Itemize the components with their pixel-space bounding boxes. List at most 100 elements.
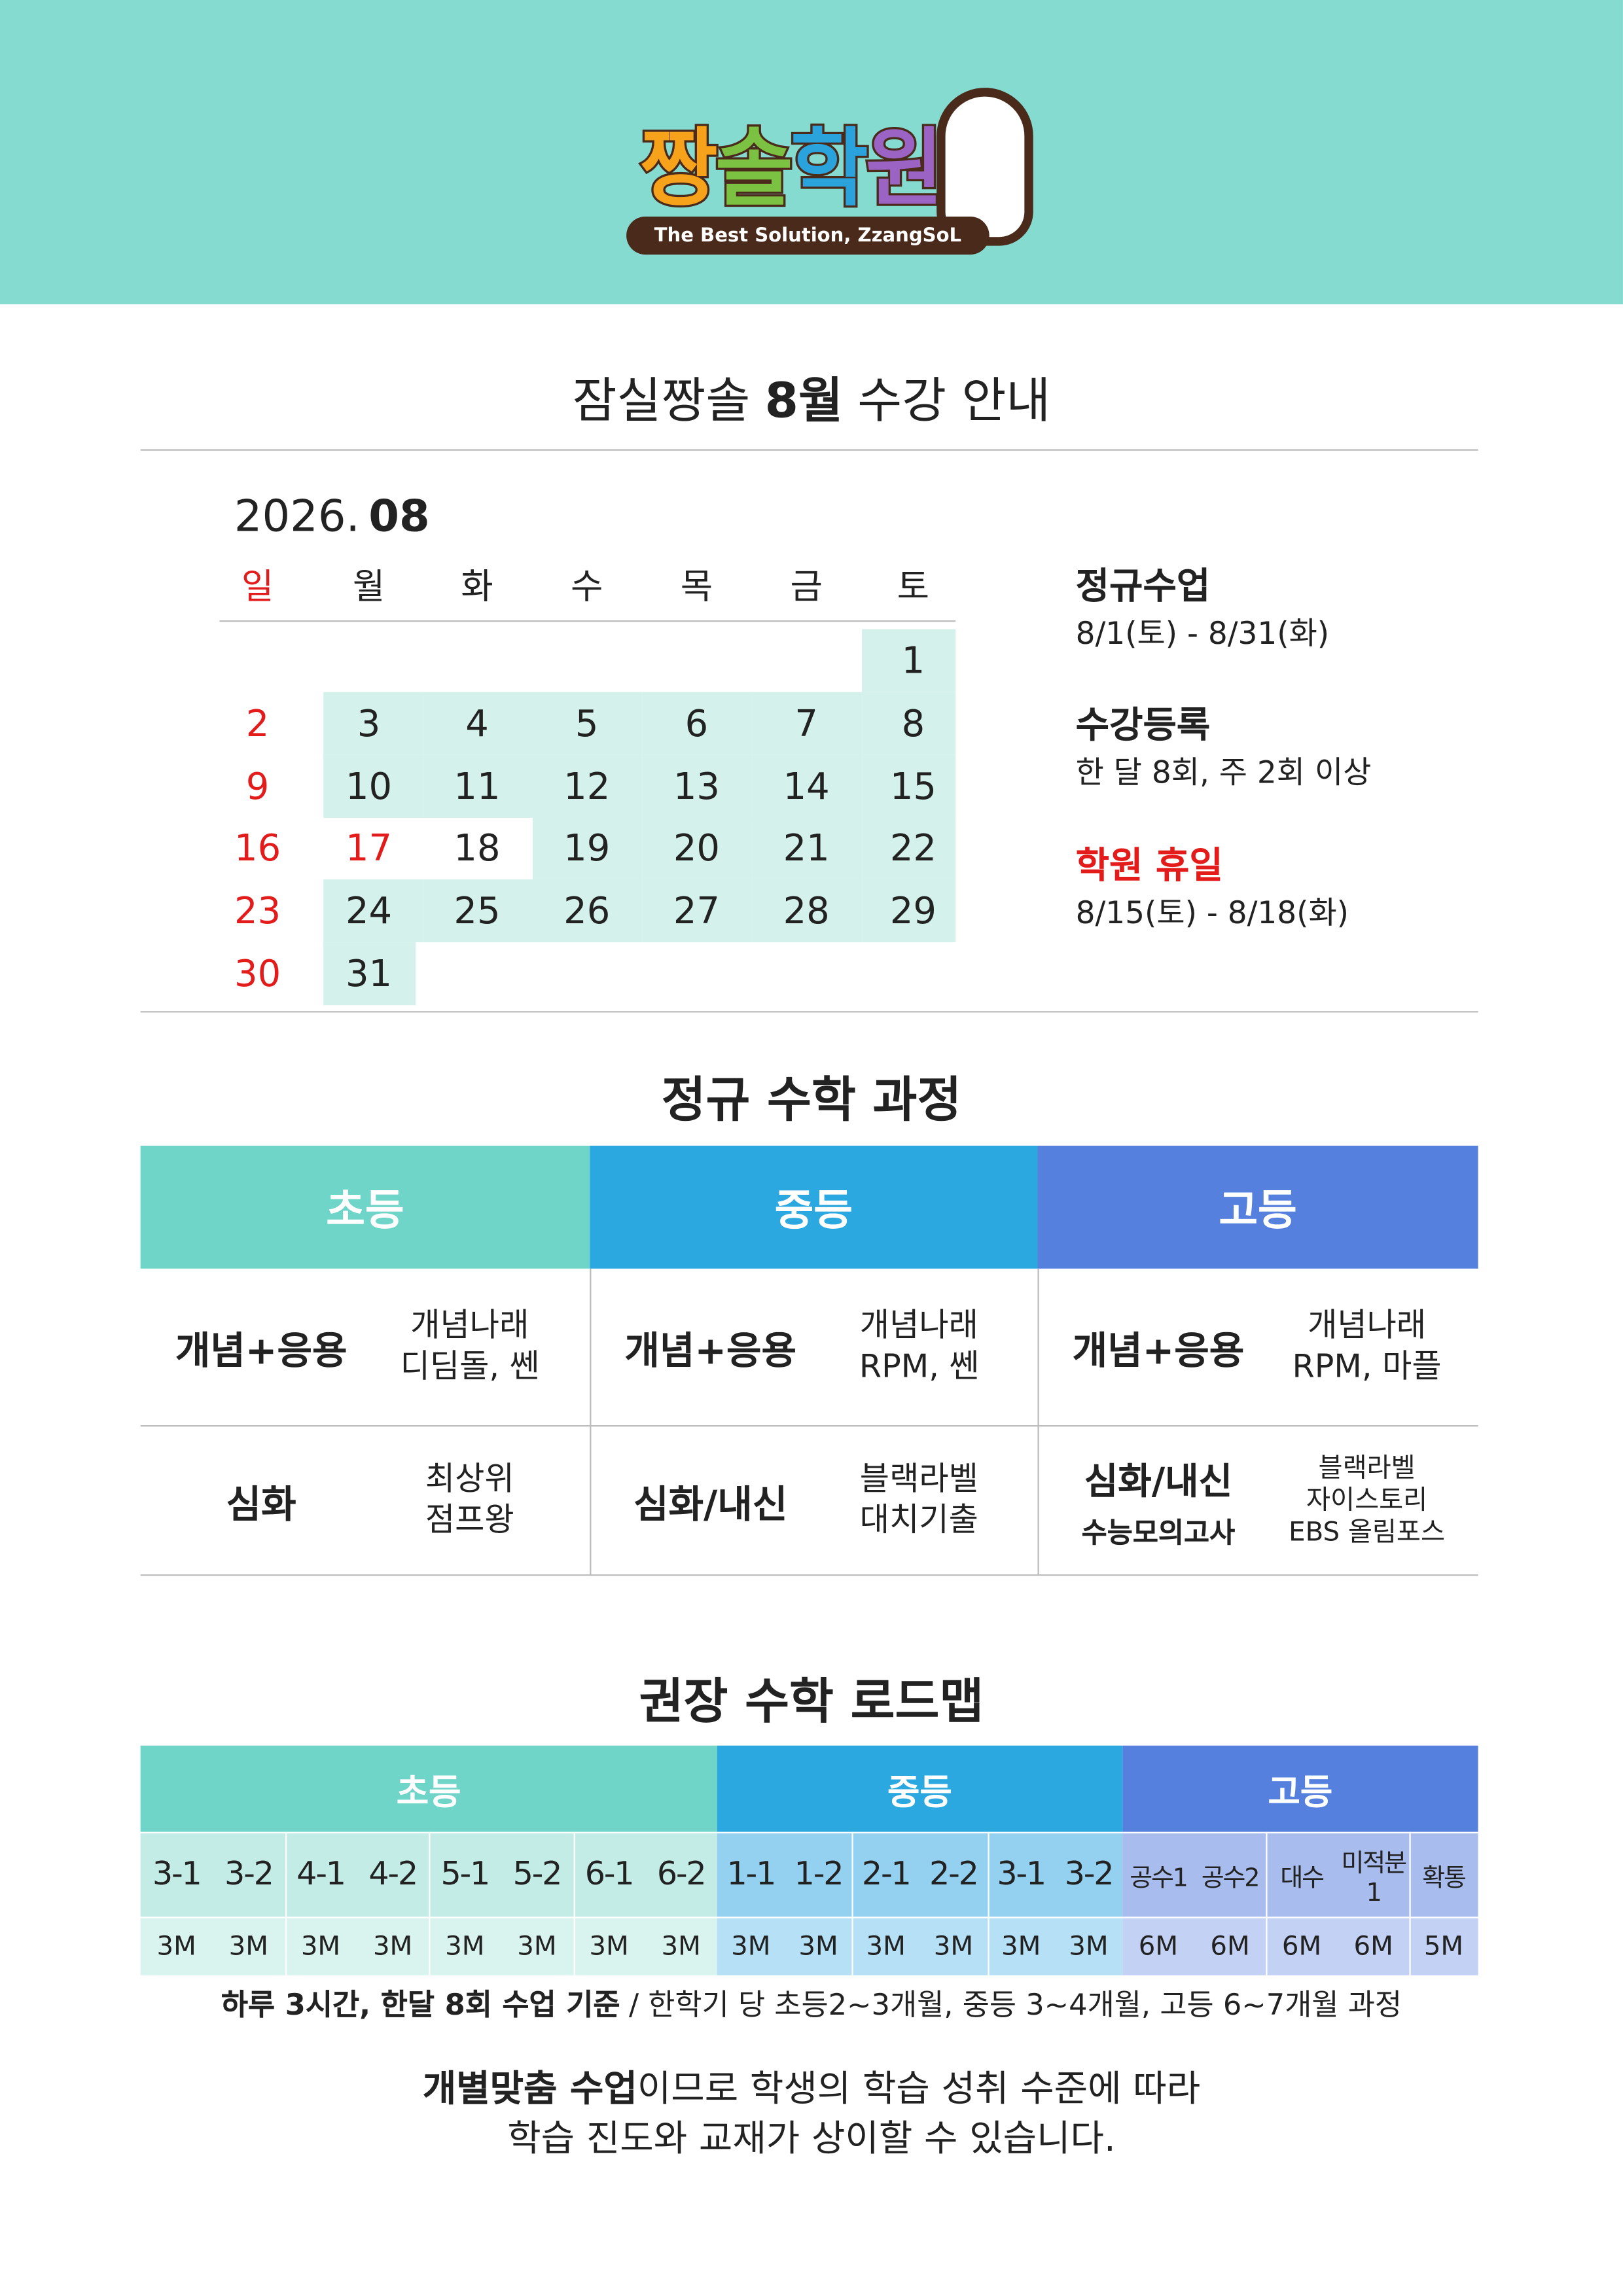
roadmap-course: 4-1 <box>296 1856 346 1893</box>
logo-subtitle: The Best Solution, ZzangSoL <box>654 224 962 247</box>
course-level-name: 심화/내신 <box>1084 1459 1233 1502</box>
roadmap-box <box>284 1831 429 1917</box>
title-part: 수강 안내 <box>857 371 1051 429</box>
rule <box>140 1011 1478 1013</box>
row-border <box>1037 1268 1478 1427</box>
row-border <box>140 1269 590 1427</box>
roadmap-course: 2-2 <box>929 1856 979 1893</box>
logo-char: 학 <box>788 116 870 221</box>
roadmap-box <box>284 1916 429 1975</box>
course-book: 디딤돌, 쎈 <box>400 1349 539 1386</box>
calendar-day: 5 <box>575 701 599 745</box>
class-day-cell <box>862 815 956 879</box>
course-book: 자이스토리 <box>1306 1485 1428 1516</box>
roadmap-course: 4-2 <box>368 1856 418 1893</box>
info-text: 8/15(토) - 8/18(화) <box>1075 895 1349 931</box>
rule <box>140 449 1478 451</box>
calendar-month-num: 08 <box>368 491 430 542</box>
logo-subtitle-box <box>626 216 990 255</box>
course-book: EBS 올림포스 <box>1289 1517 1446 1548</box>
class-day-cell <box>532 878 643 942</box>
roadmap-course: 대수 <box>1280 1863 1325 1893</box>
weekday: 일 <box>241 565 274 607</box>
roadmap-box <box>1266 1831 1410 1917</box>
calendar-day: 2 <box>245 701 270 745</box>
roadmap-duration: 3M <box>1001 1930 1041 1962</box>
info-heading: 학원 휴일 <box>1075 844 1223 887</box>
title-part: 8월 <box>764 371 843 429</box>
course-book: 개념나래 <box>410 1308 529 1345</box>
roadmap-box <box>1122 1916 1266 1975</box>
course-book: 블랙라벨 <box>1318 1453 1416 1484</box>
footer-text: 이므로 학생의 학습 성취 수준에 따라 <box>637 2067 1201 2110</box>
course-book: 대치기출 <box>859 1502 978 1540</box>
course-books: 블랙라벨 자이스토리 EBS 올림포스 <box>1257 1426 1476 1576</box>
roadmap-box <box>987 1831 1123 1917</box>
roadmap-duration: 6M <box>1281 1930 1322 1962</box>
course-book: 개념나래 <box>859 1308 978 1345</box>
logo-char: 원 <box>863 116 946 221</box>
roadmap-duration: 3M <box>798 1930 838 1962</box>
roadmap-box <box>1409 1831 1478 1917</box>
class-day-cell <box>532 691 643 754</box>
course-books: 최상위 점프왕 <box>360 1426 579 1576</box>
roadmap-course: 6-2 <box>656 1856 707 1893</box>
calendar-day: 22 <box>889 826 936 869</box>
roadmap-duration: 3M <box>372 1930 413 1962</box>
calendar-day: 16 <box>234 826 281 869</box>
class-day-cell <box>752 878 863 942</box>
calendar-year: 2026. <box>234 491 360 542</box>
calendar-day: 29 <box>889 889 936 932</box>
course-level-name: 심화/내신 <box>633 1483 788 1527</box>
course-book: 블랙라벨 <box>859 1461 978 1498</box>
calendar-day: 15 <box>889 764 936 807</box>
class-day-cell <box>862 878 956 942</box>
calendar-day: 18 <box>454 826 501 869</box>
calendar-day: 23 <box>234 889 281 932</box>
course-level-name: 개념+응용 <box>624 1329 797 1373</box>
class-day-cell <box>862 754 956 817</box>
roadmap-header: 고등 <box>1122 1745 1478 1832</box>
roadmap-duration: 3M <box>1069 1930 1109 1962</box>
course-books: 개념나래 RPM, 마플 <box>1257 1269 1476 1427</box>
class-day-cell <box>862 691 956 754</box>
section-title: 권장 수학 로드맵 <box>639 1672 984 1730</box>
roadmap-course: 2-1 <box>861 1856 912 1893</box>
footer-bold: 개별맞춤 수업 <box>422 2067 637 2110</box>
roadmap-course: 3-2 <box>1064 1856 1115 1893</box>
title-part: 잠실짱솔 <box>572 371 751 429</box>
course-header: 중등 <box>590 1145 1038 1269</box>
roadmap-box <box>140 1831 285 1917</box>
class-day-cell <box>423 691 533 754</box>
roadmap-course: 5-1 <box>440 1856 490 1893</box>
roadmap-box <box>429 1831 573 1917</box>
row-border <box>590 1426 1038 1576</box>
class-day-cell <box>323 754 423 817</box>
roadmap-course: 1-2 <box>794 1856 844 1893</box>
roadmap-duration: 3M <box>933 1930 974 1962</box>
roadmap-box <box>987 1916 1123 1975</box>
course-book: 최상위 <box>425 1461 514 1498</box>
calendar-day: 25 <box>454 889 501 932</box>
roadmap-course: 3-2 <box>224 1856 274 1893</box>
roadmap-duration: 3M <box>661 1930 701 1962</box>
course-level-name: 개념+응용 <box>175 1329 348 1373</box>
roadmap-box <box>1409 1916 1478 1975</box>
roadmap-duration: 3M <box>445 1930 485 1962</box>
calendar-day: 27 <box>673 889 721 932</box>
footer-line: 개별맞춤 수업 이므로 학생의 학습 성취 수준에 따라 <box>147 2060 1477 2113</box>
roadmap-duration: 6M <box>1138 1930 1179 1962</box>
roadmap-header: 초등 <box>140 1745 717 1832</box>
roadmap-duration: 3M <box>517 1930 557 1962</box>
class-day-cell <box>532 815 643 879</box>
calendar-day: 19 <box>563 826 611 869</box>
class-day-cell <box>862 628 956 692</box>
roadmap-duration: 3M <box>731 1930 771 1962</box>
course-level-name: 개념+응용 <box>1072 1329 1245 1373</box>
course-header: 초등 <box>140 1145 590 1269</box>
class-day-cell <box>752 691 863 754</box>
calendar-day: 10 <box>345 764 393 807</box>
info-heading: 수강등록 <box>1075 703 1211 747</box>
